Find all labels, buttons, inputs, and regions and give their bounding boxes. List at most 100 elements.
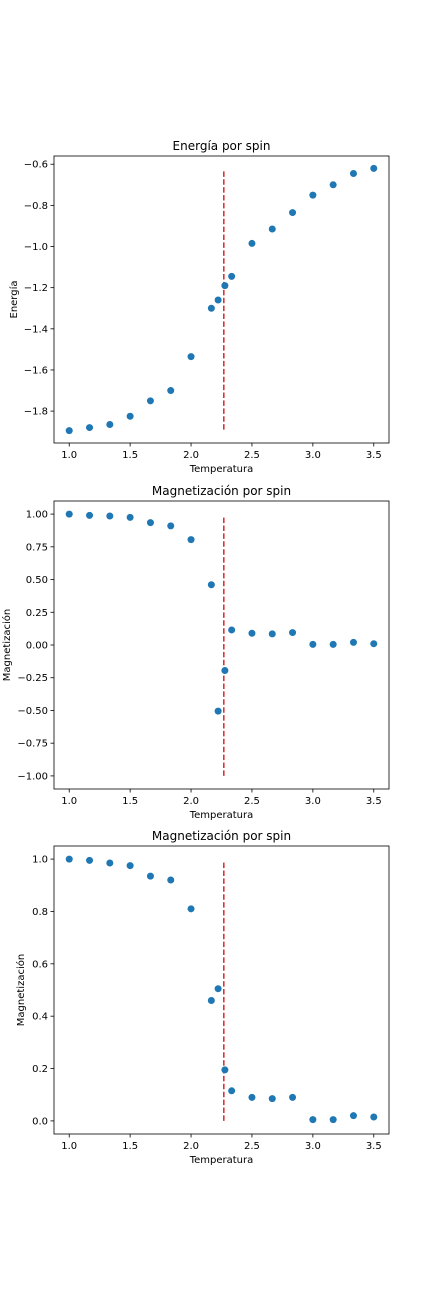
data-point (289, 209, 297, 217)
y-tick-label: −1.8 (24, 407, 48, 418)
data-point (248, 1093, 256, 1101)
y-tick-label: −1.0 (24, 242, 48, 253)
chart-magnetization-abs: Magnetización por spin 1.0 1.5 2.0 2.5 3.0 3.5… (15, 829, 390, 1166)
y-tick-label: −0.8 (24, 201, 48, 212)
data-point (106, 420, 114, 428)
y-tick-label: −0.6 (24, 160, 48, 171)
y-tick-label: −1.4 (24, 324, 48, 335)
data-point (228, 1087, 236, 1095)
data-point (370, 640, 378, 648)
x-tick-label: 3.5 (366, 450, 382, 461)
chart-magnetization-signed: Magnetización por spin 1.0 1.5 2.0 2.5 3.0 3.5… (1, 484, 390, 821)
data-point (349, 1112, 357, 1120)
x-tick-label: 3.5 (366, 796, 382, 807)
data-point (370, 1113, 378, 1121)
data-point (349, 169, 357, 177)
data-point (221, 1066, 229, 1074)
x-tick-label: 1.5 (122, 450, 138, 461)
chart-title: Magnetización por spin (152, 484, 291, 498)
data-point (187, 353, 195, 361)
data-point (146, 519, 154, 527)
x-tick-label: 1.0 (61, 1141, 77, 1152)
x-tick-label: 2.5 (244, 1141, 260, 1152)
data-point (86, 856, 94, 864)
x-tick-label: 2.0 (183, 796, 199, 807)
data-point (65, 427, 73, 435)
plot-frame (53, 845, 390, 1135)
data-point (309, 1116, 317, 1124)
x-tick-label: 2.0 (183, 450, 199, 461)
data-point (65, 855, 73, 863)
data-point (329, 640, 337, 648)
y-axis-label: Energía (8, 281, 20, 319)
y-tick-label: −1.00 (17, 771, 48, 782)
x-tick-label: 3.0 (305, 1141, 321, 1152)
data-point (289, 1093, 297, 1101)
data-point (167, 522, 175, 530)
data-point (167, 387, 175, 395)
data-point (126, 412, 134, 420)
data-point (126, 513, 134, 521)
x-tick-label: 2.5 (244, 450, 260, 461)
data-point (349, 638, 357, 646)
data-point (65, 510, 73, 518)
data-point (86, 424, 94, 432)
chart-title: Magnetización por spin (152, 829, 291, 843)
y-tick-label: 1.00 (26, 510, 48, 521)
y-tick-label: −1.2 (24, 283, 48, 294)
data-point (309, 640, 317, 648)
data-point (146, 397, 154, 405)
y-axis-label: Magnetización (15, 954, 27, 1026)
data-point (187, 536, 195, 544)
y-tick-label: 0.75 (26, 542, 48, 553)
data-point (268, 630, 276, 638)
data-point (207, 581, 215, 589)
x-axis-label: Temperatura (189, 464, 254, 475)
plot-frame (53, 155, 390, 444)
y-tick-label: 0.6 (32, 959, 48, 970)
data-point (221, 282, 229, 290)
y-tick-label: 0.50 (26, 575, 48, 586)
x-tick-label: 3.5 (366, 1141, 382, 1152)
data-point (248, 629, 256, 637)
x-tick-label: 1.5 (122, 1141, 138, 1152)
data-point (187, 905, 195, 913)
chart-energy: Energía por spin 1.0 1.5 2.0 2.5 3.0 3.5 −1.8 −1… (8, 139, 390, 475)
data-point (214, 707, 222, 715)
x-tick-label: 1.5 (122, 796, 138, 807)
data-point (228, 272, 236, 280)
x-axis-label: Temperatura (189, 810, 254, 821)
y-tick-label: −0.25 (17, 673, 48, 684)
data-point (126, 862, 134, 870)
data-point (221, 667, 229, 675)
plot-frame (53, 500, 390, 790)
data-point (248, 239, 256, 247)
data-point (268, 225, 276, 233)
data-point (228, 626, 236, 634)
y-tick-label: 0.00 (26, 641, 48, 652)
data-point (207, 996, 215, 1004)
y-tick-label: 0.25 (26, 608, 48, 619)
data-point (329, 1116, 337, 1124)
data-point (268, 1095, 276, 1103)
y-tick-label: −0.75 (17, 739, 48, 750)
x-tick-label: 1.0 (61, 796, 77, 807)
data-point (214, 985, 222, 993)
x-tick-label: 3.0 (305, 450, 321, 461)
y-tick-label: 0.8 (32, 907, 48, 918)
y-tick-label: −1.6 (24, 365, 48, 376)
chart-title: Energía por spin (173, 139, 271, 153)
y-tick-label: 0.4 (32, 1012, 48, 1023)
x-tick-label: 1.0 (61, 450, 77, 461)
y-axis-label: Magnetización (1, 609, 13, 681)
data-point (167, 876, 175, 884)
y-tick-label: −0.50 (17, 706, 48, 717)
data-point (86, 511, 94, 519)
data-point (106, 512, 114, 520)
data-point (309, 191, 317, 199)
data-point (370, 164, 378, 172)
data-point (214, 296, 222, 304)
x-axis-label: Temperatura (189, 1155, 254, 1166)
y-tick-label: 1.0 (32, 855, 48, 866)
